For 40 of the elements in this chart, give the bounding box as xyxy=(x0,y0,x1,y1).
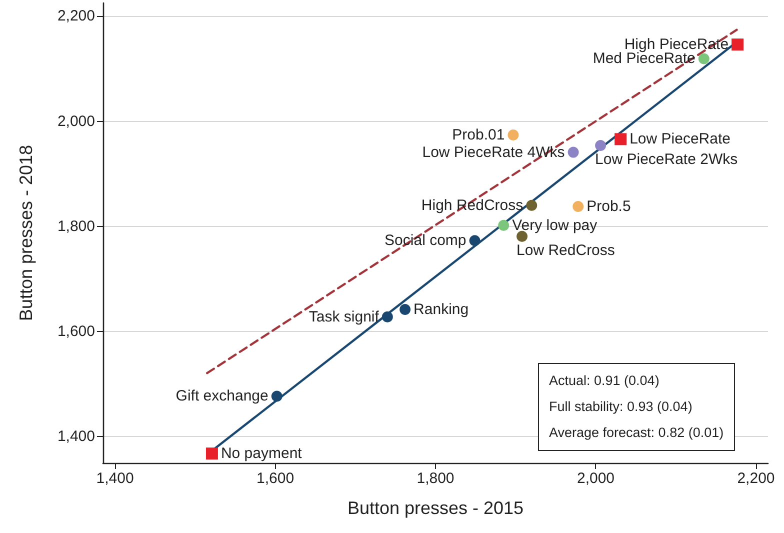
point xyxy=(382,311,393,322)
y-axis-title: Button presses - 2018 xyxy=(16,144,36,322)
y-tick-label: 2,000 xyxy=(57,112,95,130)
text-box: Actual: 0.91 (0.04) Full stability: 0.93 (0.04) Average forecast: 0.82 (0.01) xyxy=(538,363,735,451)
x-tick-label: 1,600 xyxy=(256,470,294,487)
annotation: Actual: 0.91 (0.04) xyxy=(549,372,660,390)
point xyxy=(469,235,480,246)
y-tick-label: 2,200 xyxy=(57,8,95,25)
series-label: Prob.5 xyxy=(586,198,631,215)
point xyxy=(572,200,584,212)
point xyxy=(698,53,710,64)
point xyxy=(568,146,579,158)
annotation: Full stability: 0.93 (0.04) xyxy=(549,398,694,416)
series-label: Prob.01 xyxy=(452,126,505,144)
point xyxy=(526,200,538,211)
series-label: Ranking xyxy=(414,300,469,318)
point xyxy=(595,140,606,151)
x-tick-label: 1,800 xyxy=(416,470,454,487)
y-tick-label: 1,600 xyxy=(57,323,95,340)
series-label: Low RedCross xyxy=(516,242,615,259)
point xyxy=(400,304,411,315)
series-label: Very low pay xyxy=(512,216,598,234)
x-tick-label: 1,400 xyxy=(96,470,134,487)
series-label: Gift exchange xyxy=(176,388,268,405)
point xyxy=(732,38,744,51)
x-tick-label: 2,000 xyxy=(576,470,615,487)
y-tick-label: 1,800 xyxy=(57,218,95,235)
series-label: Task signif xyxy=(308,308,380,326)
series-label: Low PieceRate xyxy=(630,130,730,148)
y-tick-label: 1,400 xyxy=(57,428,95,446)
x-axis-title: Button presses - 2015 xyxy=(347,498,524,518)
point xyxy=(271,390,282,402)
x-tick-label: 2,200 xyxy=(737,470,775,487)
point xyxy=(508,129,519,140)
point xyxy=(498,220,510,231)
series-label: No payment xyxy=(220,445,303,462)
point xyxy=(206,448,218,460)
series-label: Low PieceRate 2Wks xyxy=(595,150,738,168)
annotation: Average forecast: 0.82 (0.01) xyxy=(549,424,724,442)
point xyxy=(614,133,627,146)
